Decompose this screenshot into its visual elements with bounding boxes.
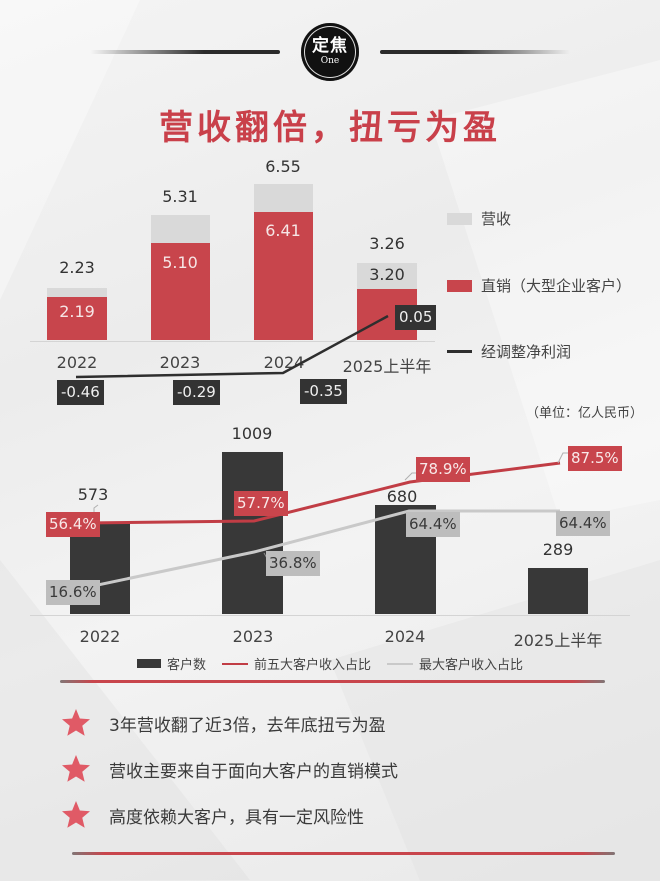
profit-label-2022: -0.46 — [57, 380, 104, 405]
legend-profit: 经调整净利润 — [447, 341, 571, 362]
header-line-right — [380, 50, 570, 54]
legend-customers-swatch — [137, 659, 161, 668]
star-icon — [62, 709, 90, 736]
top5-label-2023: 57.7% — [234, 491, 288, 516]
profit-label-2025h1: 0.05 — [395, 305, 437, 330]
star-icon — [62, 801, 90, 828]
legend-direct: 直销（大型企业客户） — [447, 275, 631, 296]
divider-bottom — [72, 852, 615, 855]
top5-label-2025h1: 87.5% — [568, 446, 622, 471]
header-line-left — [90, 50, 280, 54]
revenue-label-2022: 2.23 — [59, 258, 95, 277]
legend-direct-label: 直销（大型企业客户） — [481, 277, 632, 295]
bullet-text-1: 3年营收翻了近3倍，去年底扭亏为盈 — [109, 715, 386, 736]
bullet-item-2: 营收主要来自于面向大客户的直销模式 — [60, 753, 398, 785]
profit-label-2024: -0.35 — [300, 379, 347, 404]
largest-label-2025h1: 64.4% — [556, 511, 610, 536]
direct-label-2025h1: 3.20 — [369, 265, 405, 284]
unit-note: （单位：亿人民币） — [526, 406, 644, 421]
largest-label-2022: 16.6% — [46, 580, 100, 605]
revenue-label-2025h1: 3.26 — [369, 234, 405, 253]
revenue-label-2024: 6.55 — [265, 157, 301, 176]
bullet-text-2: 营收主要来自于面向大客户的直销模式 — [109, 761, 398, 782]
largest-label-2024: 64.4% — [406, 512, 460, 537]
x2-label-2024: 2024 — [384, 627, 426, 646]
legend-top5-line — [222, 662, 249, 665]
legend-largest-label: 最大客户收入占比 — [419, 658, 524, 673]
customer-bar-2025h1 — [528, 568, 588, 614]
legend-profit-label: 经调整净利润 — [481, 343, 572, 361]
page-title: 营收翻倍，扭亏为盈 — [159, 108, 501, 148]
legend-largest-line — [387, 662, 414, 665]
direct-label-2022: 2.19 — [59, 302, 95, 321]
legend-largest: 最大客户收入占比 — [387, 654, 523, 673]
top5-label-2024: 78.9% — [416, 457, 470, 482]
x2-label-2022: 2022 — [79, 627, 121, 646]
star-icon — [62, 755, 90, 782]
customer-label-2023: 1009 — [231, 424, 273, 443]
top5-label-2022: 56.4% — [46, 512, 100, 537]
x-label-2024: 2024 — [263, 353, 305, 372]
legend-top5: 前五大客户收入占比 — [222, 654, 371, 673]
badge-english-text: One — [320, 56, 340, 66]
bullet-item-1: 3年营收翻了近3倍，去年底扭亏为盈 — [60, 707, 386, 739]
legend-direct-swatch — [447, 279, 472, 292]
legend-revenue-swatch — [447, 212, 472, 225]
legend-customers: 客户数 — [137, 654, 206, 673]
x-label-2023: 2023 — [159, 353, 201, 372]
bullet-item-3: 高度依赖大客户，具有一定风险性 — [60, 799, 364, 831]
customer-chart-legend: 客户数 前五大客户收入占比 最大客户收入占比 — [137, 654, 539, 673]
legend-revenue: 营收 — [447, 208, 511, 229]
x2-label-2023: 2023 — [232, 627, 274, 646]
legend-customers-label: 客户数 — [167, 658, 207, 673]
x-label-2022: 2022 — [56, 353, 98, 372]
largest-label-2023: 36.8% — [266, 551, 320, 576]
profit-label-2023: -0.29 — [173, 380, 220, 405]
revenue-chart-baseline — [30, 341, 435, 342]
direct-label-2024: 6.41 — [265, 221, 301, 240]
x2-label-2025h1: 2025上半年 — [513, 631, 603, 650]
customer-chart-baseline — [30, 615, 630, 616]
legend-top5-label: 前五大客户收入占比 — [254, 658, 372, 673]
x-label-2025h1: 2025上半年 — [342, 357, 432, 376]
customer-bar-2023 — [222, 452, 283, 614]
legend-profit-line — [447, 350, 472, 353]
top5-customer-line — [83, 461, 561, 525]
direct-label-2023: 5.10 — [162, 253, 198, 272]
legend-revenue-label: 营收 — [481, 210, 512, 228]
customer-label-2025h1: 289 — [542, 540, 574, 559]
section-badge: 定焦 One — [301, 23, 359, 81]
divider-top — [60, 680, 605, 683]
bullet-text-3: 高度依赖大客户，具有一定风险性 — [109, 807, 364, 828]
revenue-label-2023: 5.31 — [162, 187, 198, 206]
customer-label-2024: 680 — [386, 487, 418, 506]
customer-label-2022: 573 — [77, 485, 109, 504]
badge-chinese-text: 定焦 — [312, 36, 348, 56]
